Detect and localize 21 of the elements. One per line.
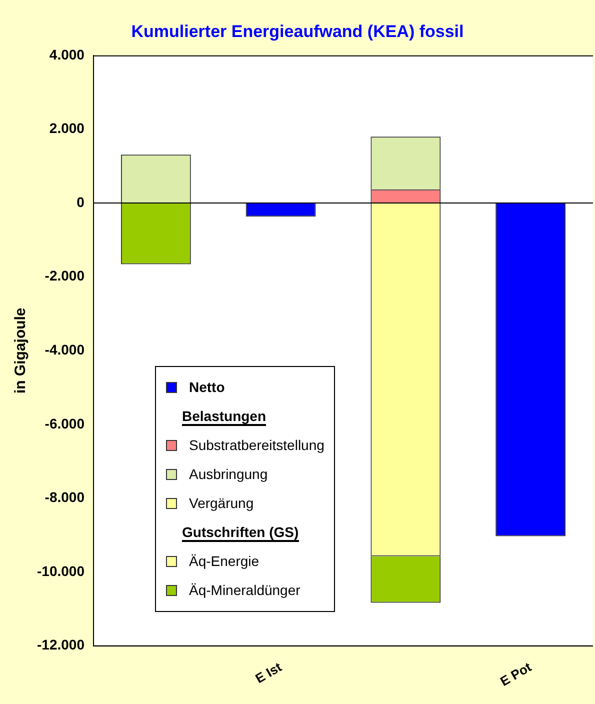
chart-title: Kumulierter Energieaufwand (KEA) fossil	[130, 22, 465, 42]
annotation: Belastungen	[182, 408, 266, 426]
legend-label: Vergärung	[189, 494, 254, 513]
y-tick-label: -4.000	[44, 342, 85, 358]
y-tick-label: 2.000	[49, 120, 85, 136]
y-tick-label: -10.000	[37, 562, 85, 579]
legend-label: Netto	[189, 378, 225, 397]
x-tick-label: E Ist	[252, 659, 285, 686]
y-tick-label: -8.000	[44, 489, 85, 506]
y-tick-label: 4.000	[49, 46, 85, 62]
x-tick-label: E Pot	[498, 659, 534, 689]
y-tick-label: 0	[76, 194, 85, 210]
y-axis-title: in Gigajoule	[12, 308, 30, 394]
y-tick-label: -6.000	[44, 415, 85, 432]
y-tick-label: -2.000	[44, 268, 85, 284]
annotation: Gutschriften (GS)	[182, 524, 299, 542]
legend-label: Äq-Energie	[189, 552, 260, 571]
legend-label: Substratbereitstellung	[189, 436, 324, 455]
legend-label: Äq-Mineraldünger	[189, 581, 300, 600]
y-tick-label: -12.000	[37, 636, 85, 653]
legend-label: Ausbringung	[189, 465, 268, 484]
